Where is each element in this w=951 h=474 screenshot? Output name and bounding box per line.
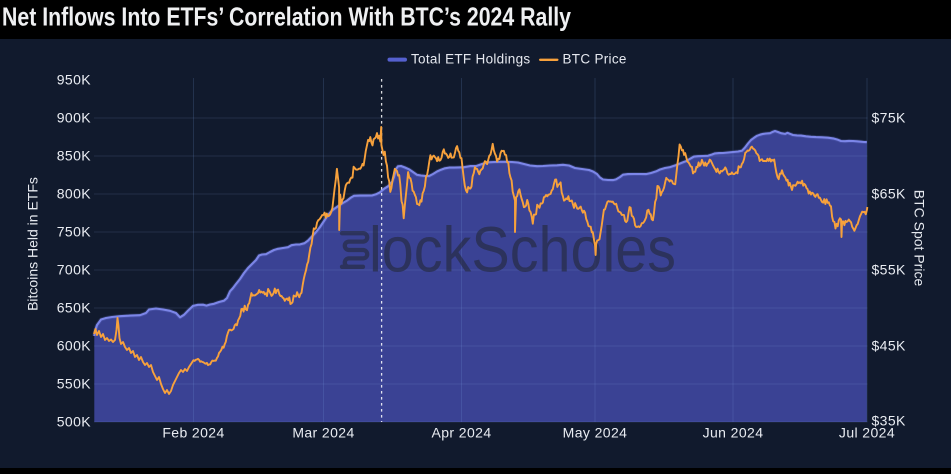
svg-text:700K: 700K [57, 262, 92, 278]
svg-text:750K: 750K [57, 224, 92, 240]
svg-text:800K: 800K [57, 186, 92, 202]
svg-text:550K: 550K [57, 376, 92, 392]
svg-text:$35K: $35K [872, 413, 907, 429]
svg-text:650K: 650K [57, 300, 92, 316]
svg-text:$75K: $75K [872, 110, 907, 126]
svg-text:Net Inflows Into ETFs’ Correla: Net Inflows Into ETFs’ Correlation With … [2, 1, 571, 31]
svg-text:900K: 900K [57, 110, 92, 126]
svg-text:950K: 950K [57, 72, 92, 88]
svg-text:Bitcoins Held in ETFs: Bitcoins Held in ETFs [25, 177, 41, 311]
svg-text:Jul 2024: Jul 2024 [839, 425, 895, 441]
svg-text:Apr 2024: Apr 2024 [431, 425, 491, 441]
svg-text:May 2024: May 2024 [563, 425, 628, 441]
svg-text:Feb 2024: Feb 2024 [162, 425, 224, 441]
svg-text:lockScholes: lockScholes [369, 214, 676, 286]
svg-text:500K: 500K [57, 414, 92, 430]
svg-text:$65K: $65K [872, 186, 907, 202]
svg-text:BTC Price: BTC Price [563, 52, 627, 67]
svg-text:$55K: $55K [872, 262, 907, 278]
svg-text:Total ETF Holdings: Total ETF Holdings [411, 52, 530, 67]
svg-text:850K: 850K [57, 148, 92, 164]
svg-text:Jun 2024: Jun 2024 [703, 425, 764, 441]
svg-text:BTC Spot Price: BTC Spot Price [912, 190, 928, 287]
svg-text:$45K: $45K [872, 338, 907, 354]
svg-text:600K: 600K [57, 338, 92, 354]
svg-text:Mar 2024: Mar 2024 [292, 425, 354, 441]
